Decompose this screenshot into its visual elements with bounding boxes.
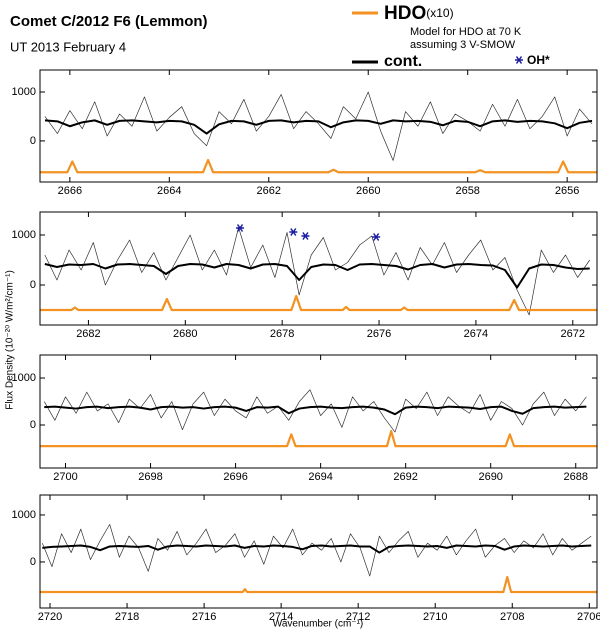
oh-marker — [236, 224, 245, 232]
panel-frame — [39, 354, 598, 469]
x-tick-label: 2656 — [555, 185, 579, 197]
spectrum-line — [44, 263, 590, 289]
x-tick-label: 2674 — [464, 328, 488, 340]
x-tick-label: 2714 — [269, 611, 293, 623]
x-tick-label: 2672 — [561, 328, 585, 340]
asterisk-stroke — [373, 233, 380, 241]
asterisk-stroke — [515, 56, 523, 64]
y-tick-label: 0 — [30, 279, 36, 291]
x-tick-label: 2708 — [500, 611, 524, 623]
plot-area — [40, 524, 597, 594]
asterisk-stroke — [290, 228, 297, 236]
x-tick-label: 2694 — [308, 471, 332, 483]
asterisk-stroke — [302, 232, 309, 240]
x-tick-label: 2710 — [423, 611, 447, 623]
spectrum-line — [44, 227, 591, 316]
x-axis-label: Wavenumber (cm⁻¹) — [273, 619, 363, 630]
legend-note: assuming 3 V-SMOW — [410, 39, 516, 51]
x-tick-label: 2720 — [38, 611, 62, 623]
panel-frame — [39, 69, 598, 183]
panel: 2720 2718 2716 2714 2712 2710 2708 2706 0 1000 — [12, 494, 600, 623]
panel-frame — [39, 494, 598, 609]
legend-name: HDO — [384, 3, 426, 24]
spectrum-line — [44, 119, 593, 135]
x-tick-label: 2666 — [58, 185, 82, 197]
legend-label: cont. — [384, 53, 422, 70]
plot-area — [40, 227, 597, 316]
x-tick-label: 2676 — [367, 328, 391, 340]
x-tick-label: 2662 — [257, 185, 281, 197]
spectrum-line — [44, 91, 593, 161]
spectrum-line — [43, 389, 587, 433]
y-tick-label: 1000 — [12, 509, 36, 521]
x-tick-label: 2716 — [192, 611, 216, 623]
plot-area — [40, 389, 597, 448]
legend-label: HDO(x10) — [384, 3, 454, 24]
x-tick-label: 2700 — [53, 471, 77, 483]
spectrum-line — [41, 524, 592, 577]
x-tick-label: 2678 — [270, 328, 294, 340]
spectrum-line — [40, 575, 597, 594]
x-tick-label: 2698 — [138, 471, 162, 483]
spectrum-line — [40, 158, 597, 174]
x-tick-label: 2680 — [173, 328, 197, 340]
chart-subtitle: UT 2013 February 4 — [10, 39, 126, 54]
oh-marker — [301, 232, 310, 240]
x-tick-label: 2696 — [223, 471, 247, 483]
legend-label: OH* — [527, 53, 550, 67]
x-tick-label: 2660 — [356, 185, 380, 197]
x-tick-label: 2682 — [76, 328, 100, 340]
y-axis-label: Flux Density (10⁻²⁰ W/m²/cm⁻¹) — [5, 270, 16, 410]
asterisk-stroke — [236, 224, 244, 232]
x-tick-label: 2706 — [577, 611, 600, 623]
x-tick-label: 2718 — [115, 611, 139, 623]
spectrum-line — [40, 430, 597, 448]
oh-marker — [372, 233, 381, 241]
spectrum-line — [44, 405, 587, 416]
y-tick-label: 0 — [30, 556, 36, 568]
x-tick-label: 2688 — [563, 471, 587, 483]
y-tick-label: 0 — [30, 419, 36, 431]
y-tick-label: 1000 — [12, 372, 36, 384]
y-tick-label: 0 — [30, 135, 36, 147]
plot-area — [40, 91, 597, 174]
spectrum-line — [40, 294, 597, 312]
panel: 2700 2698 2696 2694 2692 2690 2688 0 1000 — [12, 354, 598, 483]
legend-suffix: (x10) — [426, 6, 453, 20]
x-tick-label: 2658 — [455, 185, 479, 197]
oh-marker — [289, 228, 298, 236]
x-tick-label: 2690 — [478, 471, 502, 483]
panel-frame — [39, 211, 598, 326]
x-tick-label: 2712 — [346, 611, 370, 623]
y-tick-label: 1000 — [12, 86, 36, 98]
chart-title: Comet C/2012 F6 (Lemmon) — [10, 13, 208, 30]
x-tick-label: 2692 — [393, 471, 417, 483]
panel: 2682 2680 2678 2676 2674 2672 0 1000 — [12, 211, 598, 340]
x-tick-label: 2664 — [157, 185, 181, 197]
y-tick-label: 1000 — [12, 229, 36, 241]
spectrum-line — [42, 544, 592, 554]
legend-swatch — [515, 56, 523, 64]
panel: 2666 2664 2662 2660 2658 2656 0 1000 — [12, 69, 598, 197]
legend-note: Model for HDO at 70 K — [410, 26, 522, 38]
